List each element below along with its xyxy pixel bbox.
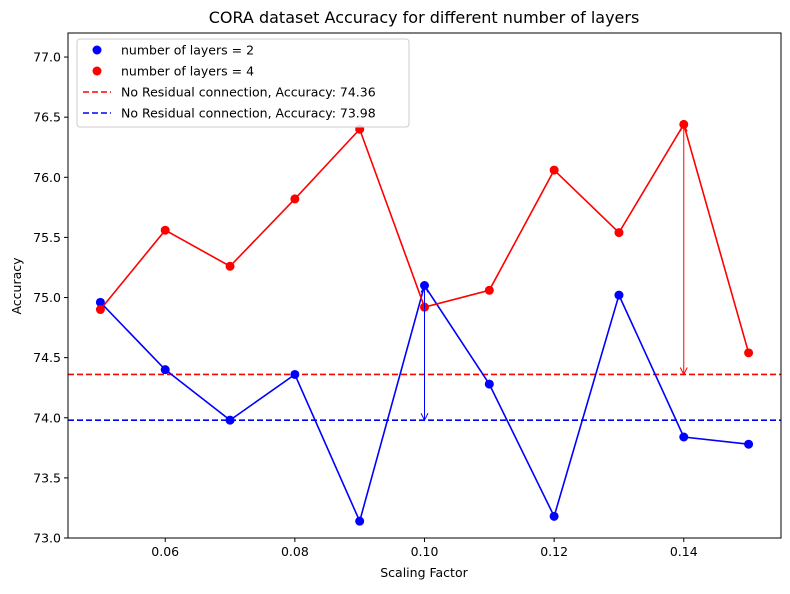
chart-title: CORA dataset Accuracy for different numb… <box>209 8 640 27</box>
y-tick-label: 73.0 <box>33 531 61 546</box>
data-point-s2-8 <box>549 165 559 175</box>
data-point-s2-2 <box>160 225 170 235</box>
data-point-s2-11 <box>744 348 754 358</box>
data-point-s2-4 <box>290 194 300 204</box>
data-point-s1-8 <box>549 511 559 521</box>
legend-box <box>76 38 410 128</box>
data-point-s1-10 <box>679 432 689 442</box>
data-point-s1-7 <box>484 379 494 389</box>
legend: number of layers = 2 number of layers = 4… <box>76 38 410 128</box>
y-tick-label: 75.5 <box>33 230 61 245</box>
legend-marker-1 <box>92 45 102 55</box>
x-tick-label: 0.14 <box>670 544 698 559</box>
data-point-s1-9 <box>614 290 624 300</box>
arrow-2 <box>420 284 429 422</box>
data-point-s1-11 <box>744 439 754 449</box>
data-point-s1-2 <box>160 365 170 375</box>
data-point-s2-9 <box>614 228 624 238</box>
legend-label-2: number of layers = 4 <box>121 64 254 79</box>
data-point-s1-3 <box>225 415 235 425</box>
legend-label-1: number of layers = 2 <box>121 43 254 58</box>
arrow-1 <box>679 123 688 376</box>
x-tick-label: 0.06 <box>151 544 179 559</box>
y-tick-label: 76.5 <box>33 110 61 125</box>
arrow-head-2 <box>420 412 429 422</box>
data-point-s1-1 <box>95 297 105 307</box>
y-axis-label: Accuracy <box>9 257 24 315</box>
data-point-s2-1 <box>95 305 105 315</box>
x-tick-label: 0.08 <box>281 544 309 559</box>
y-tick-label: 74.0 <box>33 410 61 425</box>
y-tick-label: 75.0 <box>33 290 61 305</box>
data-point-s1-4 <box>290 369 300 379</box>
x-tick-label: 0.12 <box>540 544 568 559</box>
y-tick-label: 76.0 <box>33 170 61 185</box>
x-tick-label: 0.10 <box>411 544 439 559</box>
legend-label-3: No Residual connection, Accuracy: 74.36 <box>121 85 376 100</box>
data-point-s1-5 <box>355 516 365 526</box>
arrow-tail-1 <box>679 123 688 132</box>
y-tick-label: 73.5 <box>33 470 61 485</box>
arrow-head-1 <box>679 367 688 376</box>
data-point-s2-3 <box>225 261 235 271</box>
legend-marker-2 <box>92 66 102 76</box>
y-tick-label: 74.5 <box>33 350 61 365</box>
y-tick-label: 77.0 <box>33 50 61 65</box>
x-axis-label: Scaling Factor <box>380 565 468 580</box>
legend-label-4: No Residual connection, Accuracy: 73.98 <box>121 106 376 121</box>
data-point-s2-7 <box>484 285 494 295</box>
arrow-tail-2 <box>420 284 429 293</box>
